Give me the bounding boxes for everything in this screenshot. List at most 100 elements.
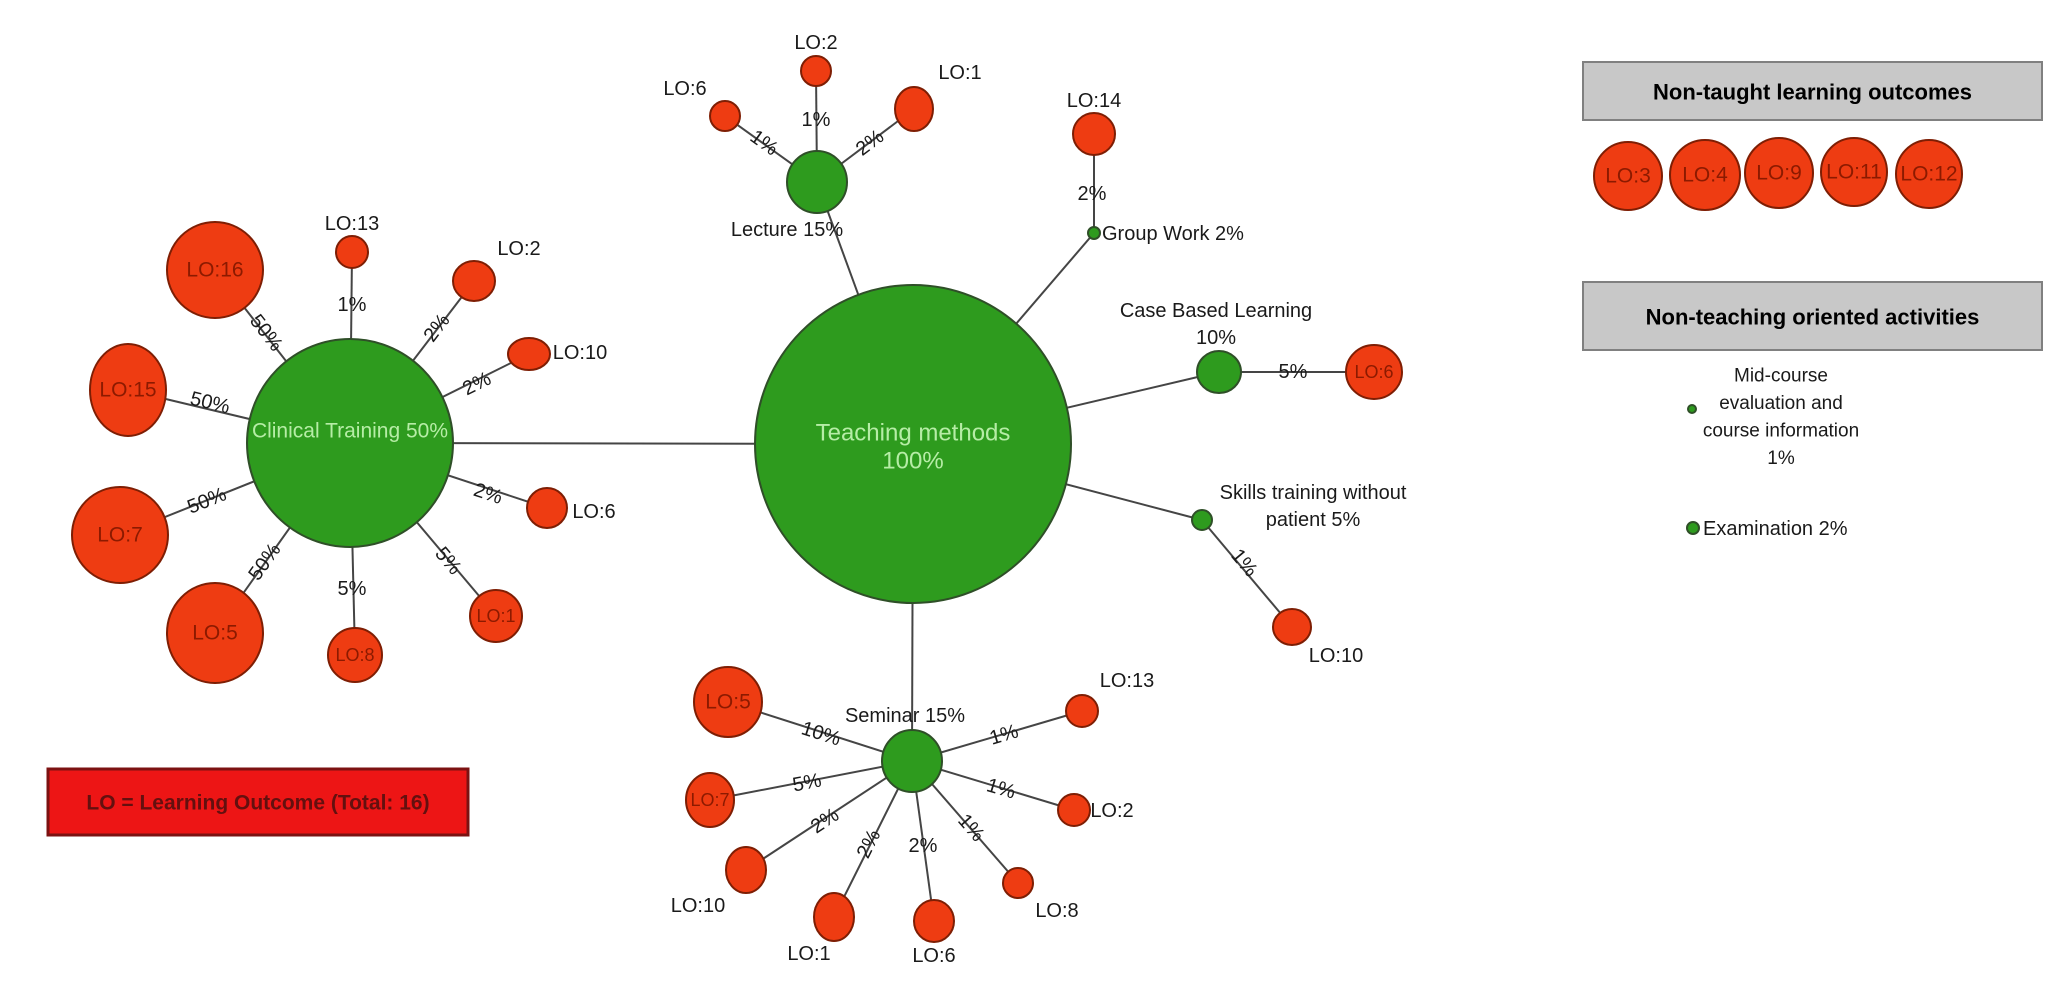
edge-percent-label: 10%	[799, 717, 844, 750]
node-label-teaching-methods: 100%	[882, 448, 943, 475]
node-label-clinical-training: Clinical Training 50%	[252, 420, 448, 443]
node-label-mid-course-dot: Mid-course	[1734, 366, 1828, 387]
node-label-mid-course-dot: evaluation and	[1719, 393, 1843, 414]
node-mid-course-dot	[1687, 404, 1697, 414]
edge-percent-label: 1%	[746, 126, 782, 161]
node-label-clinical-lo16: LO:16	[186, 259, 243, 282]
panel-header-non-taught	[1582, 61, 2043, 121]
node-clinical-training	[246, 338, 454, 548]
node-seminar-lo8	[1002, 867, 1034, 899]
node-clinical-lo7	[71, 486, 169, 584]
edge-percent-label: 50%	[184, 483, 230, 518]
legend-box	[46, 767, 470, 837]
edge-percent-label: 1%	[987, 720, 1021, 749]
node-label-skills-training: patient 5%	[1266, 509, 1361, 531]
node-label-lecture-lo2: LO:2	[794, 32, 837, 54]
node-teaching-methods	[754, 284, 1072, 604]
node-label-seminar: Seminar 15%	[845, 705, 965, 727]
node-clinical-lo15	[89, 343, 167, 437]
node-label-panel-lo4: LO:4	[1682, 164, 1728, 187]
node-label-lecture-lo1: LO:1	[938, 62, 981, 84]
node-seminar	[881, 729, 943, 793]
node-label-seminar-lo13: LO:13	[1100, 670, 1154, 692]
node-clinical-lo6	[526, 487, 568, 529]
node-seminar-lo5	[693, 666, 763, 738]
node-label-clinical-lo5: LO:5	[192, 622, 238, 645]
node-label-mid-course-dot: 1%	[1767, 448, 1795, 469]
node-label-case-based-learning: Case Based Learning	[1120, 300, 1312, 322]
edge-line	[745, 760, 913, 871]
node-clinical-lo8	[327, 627, 383, 683]
node-lecture-lo1	[894, 86, 934, 132]
node-seminar-lo6	[913, 899, 955, 943]
node-clinical-lo5	[166, 582, 264, 684]
node-label-clinical-lo1: LO:1	[476, 606, 515, 626]
node-label-teaching-methods: Teaching methods	[816, 420, 1011, 447]
edge-percent-label: 1%	[802, 109, 831, 131]
node-panel-lo12	[1895, 139, 1963, 209]
edge-percent-label: 50%	[244, 539, 285, 585]
node-clinical-lo1	[469, 589, 523, 643]
node-case-based-learning	[1196, 350, 1242, 394]
node-label-clinical-lo6: LO:6	[572, 501, 615, 523]
node-label-clinical-lo8: LO:8	[335, 645, 374, 665]
edge-percent-label: 5%	[338, 578, 367, 600]
node-label-groupwork-lo14: LO:14	[1067, 90, 1121, 112]
node-label-clinical-lo7: LO:7	[97, 524, 143, 547]
node-label-skills-lo10: LO:10	[1309, 645, 1363, 667]
node-clinical-lo16	[166, 221, 264, 319]
edge-line	[709, 760, 913, 801]
legend-box-text: LO = Learning Outcome (Total: 16)	[86, 792, 429, 815]
node-label-lecture: Lecture 15%	[731, 219, 844, 241]
edge-percent-label: 2%	[419, 310, 454, 346]
node-label-clinical-lo13: LO:13	[325, 213, 379, 235]
node-clinical-lo13	[335, 235, 369, 269]
node-label-seminar-lo7: LO:7	[690, 790, 729, 810]
node-label-cbl-lo6: LO:6	[1354, 362, 1393, 382]
node-label-clinical-lo2: LO:2	[497, 238, 540, 260]
node-seminar-lo2	[1057, 793, 1091, 827]
node-panel-lo9	[1744, 137, 1814, 209]
edge-percent-label: 1%	[1226, 545, 1262, 581]
node-group-work	[1087, 226, 1101, 240]
panel-header-title-non-taught: Non-taught learning outcomes	[1653, 80, 1972, 105]
edge-percent-label: 2%	[471, 479, 506, 509]
node-examination-dot	[1686, 521, 1700, 535]
node-label-examination-dot: Examination 2%	[1703, 518, 1848, 540]
node-label-seminar-lo8: LO:8	[1035, 900, 1078, 922]
node-seminar-lo13	[1065, 694, 1099, 728]
node-label-seminar-lo10: LO:10	[671, 895, 725, 917]
node-seminar-lo1	[813, 892, 855, 942]
node-groupwork-lo14	[1072, 112, 1116, 156]
node-label-panel-lo9: LO:9	[1756, 162, 1802, 185]
edge-percent-label: 2%	[852, 125, 888, 160]
node-label-seminar-lo6: LO:6	[912, 945, 955, 967]
node-label-lecture-lo6: LO:6	[663, 78, 706, 100]
edge-percent-label: 1%	[984, 774, 1018, 803]
edge-line	[1201, 519, 1293, 628]
panel-header-non-teaching	[1582, 281, 2043, 351]
node-seminar-lo10	[725, 846, 767, 894]
edge-percent-label: 50%	[188, 388, 232, 419]
node-label-seminar-lo1: LO:1	[787, 943, 830, 965]
edge-percent-label: 2%	[909, 835, 938, 857]
node-panel-lo3	[1593, 141, 1663, 211]
node-lecture	[786, 150, 848, 214]
edge-percent-label: 5%	[1279, 361, 1308, 383]
edge-percent-label: 2%	[1078, 183, 1107, 205]
node-lecture-lo2	[800, 55, 832, 87]
node-label-clinical-lo15: LO:15	[99, 379, 156, 402]
node-clinical-lo2	[452, 260, 496, 302]
node-label-skills-training: Skills training without	[1220, 482, 1407, 504]
edge-percent-label: 1%	[338, 294, 367, 316]
node-label-panel-lo3: LO:3	[1605, 165, 1651, 188]
node-skills-training	[1191, 509, 1213, 531]
node-panel-lo4	[1669, 139, 1741, 211]
edge-percent-label: 5%	[791, 769, 824, 796]
node-clinical-lo10	[507, 337, 551, 371]
node-cbl-lo6	[1345, 344, 1403, 400]
node-label-panel-lo11: LO:11	[1826, 161, 1882, 184]
node-seminar-lo7	[685, 772, 735, 828]
node-label-panel-lo12: LO:12	[1900, 163, 1957, 186]
